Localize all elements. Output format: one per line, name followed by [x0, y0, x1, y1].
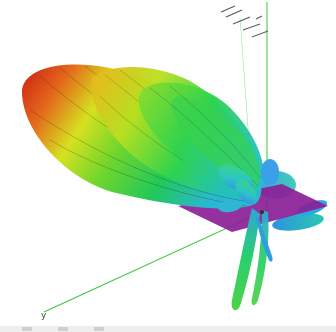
side-lobes — [218, 159, 279, 213]
origin-marker — [260, 210, 264, 214]
down-lobe-left — [231, 208, 260, 311]
side-lobe-3 — [218, 199, 242, 213]
bottom-toolbar — [0, 326, 336, 332]
side-lobe-2 — [235, 179, 257, 205]
axis-tick-marks — [220, 5, 269, 38]
ground-plane — [178, 184, 328, 232]
y-axis-label: y — [41, 311, 47, 321]
toolbar-item-3[interactable] — [94, 327, 104, 331]
back-lobe-right — [272, 213, 324, 231]
downward-lobes — [231, 208, 273, 311]
down-lobe-small — [256, 216, 273, 262]
toolbar-item-2[interactable] — [58, 327, 68, 331]
side-lobe-4 — [261, 159, 279, 185]
toolbar-item-1[interactable] — [22, 327, 32, 331]
